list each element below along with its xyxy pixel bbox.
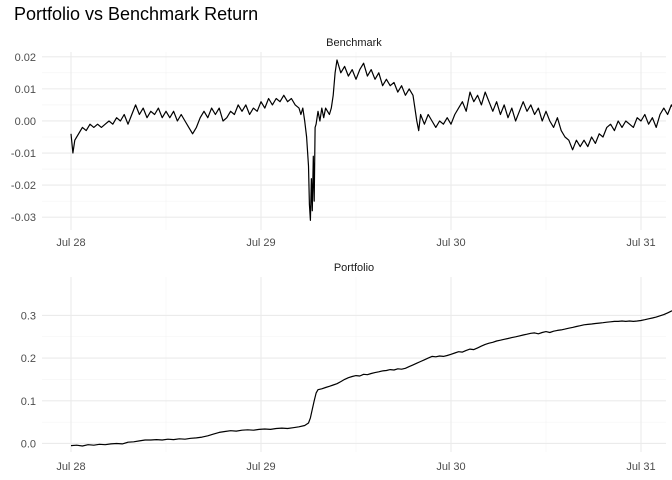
x-tick-label: Jul 29 — [246, 461, 275, 473]
x-tick-label: Jul 30 — [436, 237, 465, 249]
panel-title: Benchmark — [326, 37, 382, 49]
y-tick-label: 0.0 — [21, 438, 36, 450]
y-tick-label: 0.1 — [21, 396, 36, 408]
y-tick-label: -0.03 — [11, 212, 36, 224]
panel-benchmark: Benchmark 0.02 0.01 0.00 -0.01 -0.02 -0.03 Jul … — [11, 37, 672, 249]
x-tick-label: Jul 29 — [246, 237, 275, 249]
y-tick-label: -0.01 — [11, 148, 36, 160]
y-tick-label: 0.3 — [21, 310, 36, 322]
panel-portfolio: Portfolio 0.3 0.2 0.1 0.0 Jul 28 Jul 29 Jul 30 J… — [21, 262, 672, 473]
y-tick-label: 0.2 — [21, 353, 36, 365]
chart-title: Portfolio vs Benchmark Return — [14, 4, 258, 24]
x-tick-label: Jul 31 — [626, 237, 655, 249]
x-tick-label: Jul 31 — [626, 461, 655, 473]
y-tick-label: 0.01 — [15, 84, 36, 96]
y-tick-label: 0.02 — [15, 52, 36, 64]
series-line-benchmark — [70, 59, 672, 221]
y-tick-label: 0.00 — [15, 116, 36, 128]
series-line-portfolio — [70, 310, 672, 447]
panel-title: Portfolio — [334, 262, 374, 274]
x-tick-label: Jul 30 — [436, 461, 465, 473]
x-tick-label: Jul 28 — [56, 237, 85, 249]
x-tick-label: Jul 28 — [56, 461, 85, 473]
y-tick-label: -0.02 — [11, 180, 36, 192]
